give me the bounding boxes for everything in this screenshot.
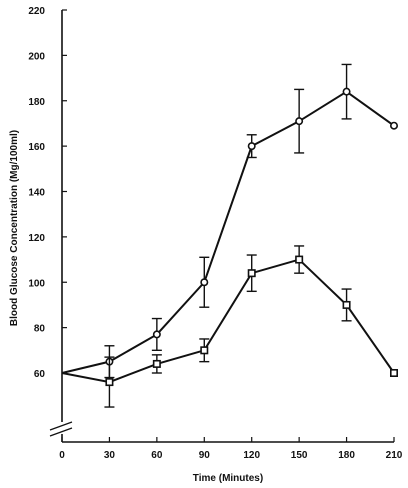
data-point-square [389, 368, 398, 377]
data-point-square [200, 346, 209, 355]
x-axis-label: Time (Minutes) [193, 473, 263, 484]
series-2 [61, 245, 398, 408]
y-tick-label: 100 [28, 278, 45, 289]
data-point-square [247, 269, 256, 278]
data-point-circle [295, 117, 304, 126]
y-tick-label: 180 [28, 97, 45, 108]
x-tick-label: 180 [338, 450, 355, 461]
y-tick-label: 60 [34, 369, 46, 380]
y-tick-label: 160 [28, 142, 45, 153]
x-tick-label: 30 [104, 450, 116, 461]
chart-axes [49, 10, 394, 443]
x-tick-label: 210 [386, 450, 403, 461]
x-tick-label: 0 [59, 450, 65, 461]
data-point-square [295, 255, 304, 264]
chart-series [61, 63, 398, 408]
data-point-circle [389, 121, 398, 130]
x-tick-label: 60 [151, 450, 163, 461]
data-point-circle [152, 330, 161, 339]
y-axis-label: Blood Glucose Concentration (Mg/100ml) [9, 130, 20, 326]
axis-break-mark [49, 427, 73, 437]
x-tick-label: 90 [199, 450, 211, 461]
data-point-circle [342, 87, 351, 96]
data-point-circle [247, 142, 256, 151]
y-tick-label: 220 [28, 6, 45, 17]
data-point-square [105, 378, 114, 387]
series-line [61, 90, 395, 374]
series-1 [61, 63, 398, 379]
x-tick-label: 150 [291, 450, 308, 461]
y-tick-label: 80 [34, 324, 46, 335]
y-tick-label: 140 [28, 188, 45, 199]
series-line [61, 258, 395, 384]
data-point-square [342, 300, 351, 309]
x-tick-label: 120 [243, 450, 260, 461]
axis-break-mark [49, 421, 73, 431]
data-point-circle [200, 278, 209, 287]
data-point-square [152, 359, 161, 368]
y-tick-label: 200 [28, 51, 45, 62]
chart-ticks: 0 30 60 90 120 150 180 210 60 80 100 120 140 160 180 20… [28, 6, 402, 461]
y-tick-label: 120 [28, 233, 45, 244]
